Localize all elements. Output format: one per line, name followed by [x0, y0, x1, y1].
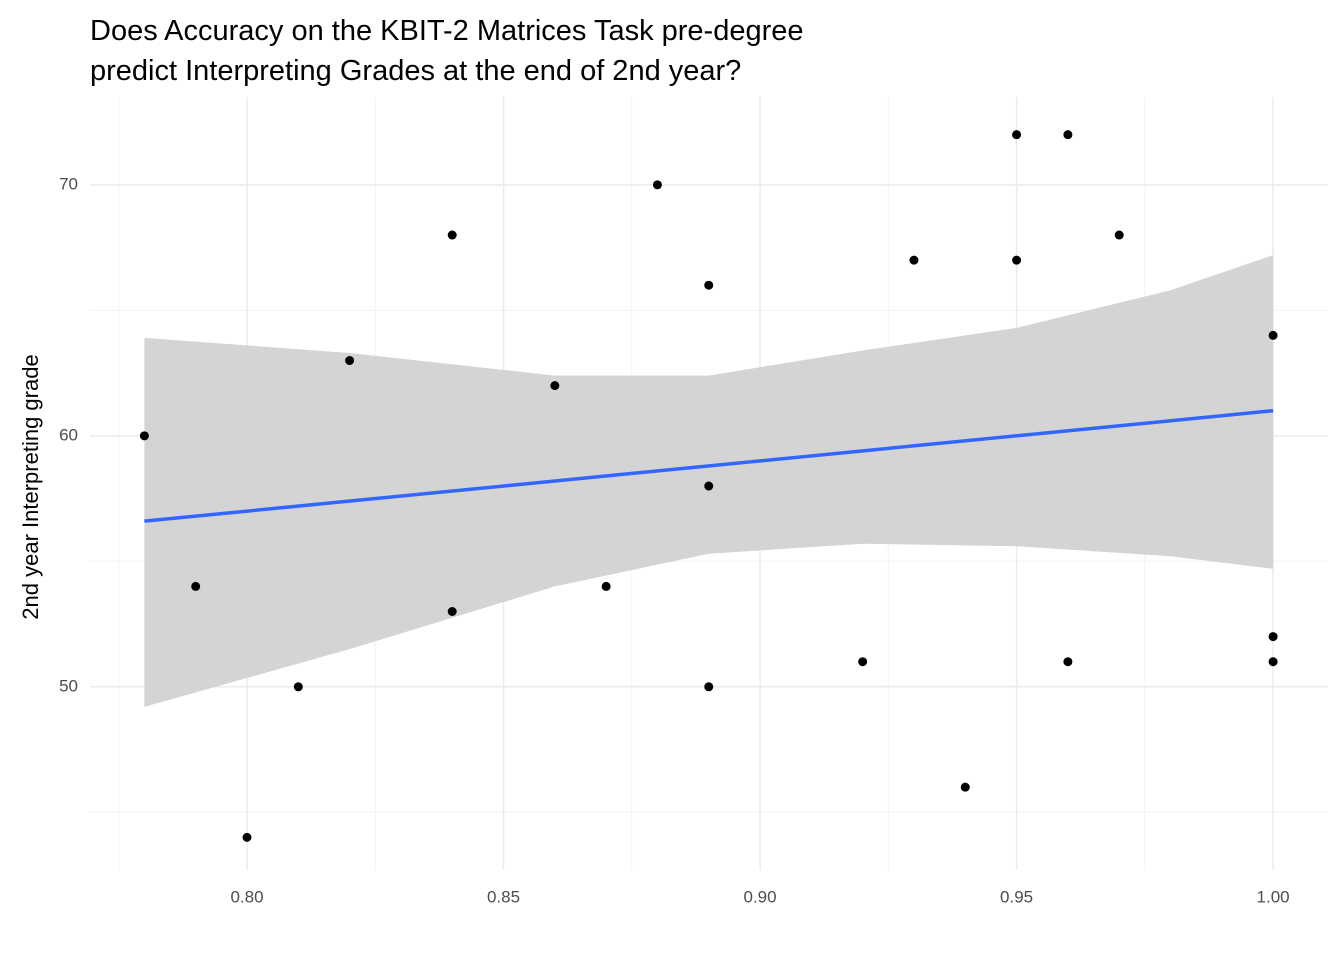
point — [1114, 230, 1124, 240]
chart-title: predict Interpreting Grades at the end o… — [90, 55, 741, 87]
point — [960, 782, 970, 792]
point — [550, 381, 560, 391]
x-tick-label: 0.90 — [744, 887, 777, 906]
x-tick-label: 0.85 — [487, 887, 520, 906]
y-tick-label: 70 — [59, 174, 78, 193]
point — [447, 230, 457, 240]
point — [345, 356, 355, 366]
chart-title: Does Accuracy on the KBIT-2 Matrices Tas… — [90, 15, 804, 47]
point — [1012, 130, 1022, 140]
point — [1268, 632, 1278, 642]
point — [1268, 657, 1278, 667]
confidence-band — [144, 255, 1274, 707]
y-axis-label: 2nd year Interpreting grade — [18, 354, 43, 619]
x-tick-label: 0.95 — [1000, 887, 1033, 906]
point — [1063, 130, 1073, 140]
point — [858, 657, 868, 667]
point — [601, 581, 611, 591]
point — [704, 280, 714, 290]
point — [447, 606, 457, 616]
x-tick-label: 1.00 — [1257, 887, 1290, 906]
point — [652, 180, 662, 190]
y-tick-label: 60 — [59, 425, 78, 444]
fit-line — [144, 408, 1274, 523]
point — [1063, 657, 1073, 667]
point — [191, 581, 201, 591]
point — [909, 255, 919, 265]
point — [242, 832, 252, 842]
point — [1268, 330, 1278, 340]
x-tick-label: 0.80 — [230, 887, 263, 906]
point — [1012, 255, 1022, 265]
point — [704, 481, 714, 491]
y-tick-label: 50 — [59, 676, 78, 695]
point — [139, 431, 149, 441]
point — [704, 682, 714, 692]
point — [293, 682, 303, 692]
